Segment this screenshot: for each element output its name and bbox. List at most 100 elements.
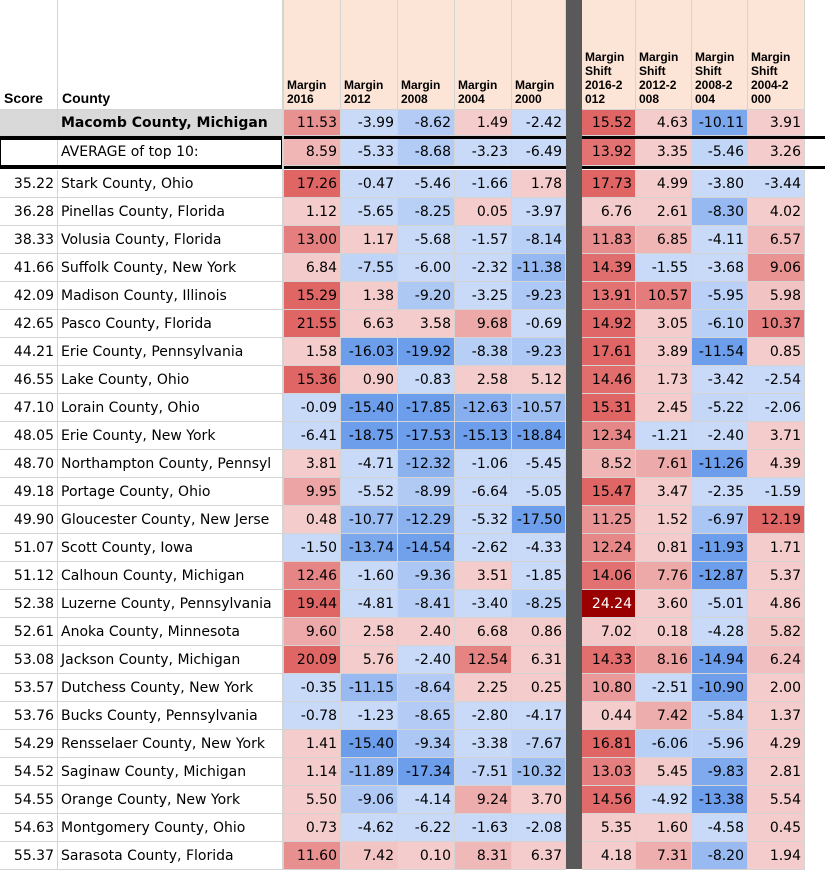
table-row-8-margin-4[interactable]: -10.57 (512, 394, 566, 422)
table-row-7-score[interactable]: 46.55 (0, 366, 58, 394)
table-row-0-shift-3[interactable]: -3.44 (748, 170, 805, 198)
table-row-9-margin-3[interactable]: -15.13 (455, 422, 512, 450)
table-row-19-margin-0[interactable]: -0.78 (284, 702, 341, 730)
table-row-18-margin-0[interactable]: -0.35 (284, 674, 341, 702)
table-row-18-margin-4[interactable]: 0.25 (512, 674, 566, 702)
table-row-23-shift-0[interactable]: 5.35 (582, 814, 636, 842)
average-row-margin-2[interactable]: -8.68 (398, 139, 455, 166)
table-row-5-score[interactable]: 42.65 (0, 310, 58, 338)
table-row-9-margin-4[interactable]: -18.84 (512, 422, 566, 450)
table-row-4-shift-0[interactable]: 13.91 (582, 282, 636, 310)
table-row-5-shift-3[interactable]: 10.37 (748, 310, 805, 338)
table-row-3-margin-4[interactable]: -11.38 (512, 254, 566, 282)
highlight-row-shift-1[interactable]: 4.63 (636, 110, 692, 136)
table-row-19-shift-2[interactable]: -5.84 (692, 702, 748, 730)
table-row-23-margin-1[interactable]: -4.62 (341, 814, 398, 842)
table-row-23-margin-0[interactable]: 0.73 (284, 814, 341, 842)
table-row-4-shift-2[interactable]: -5.95 (692, 282, 748, 310)
highlight-row-shift-0[interactable]: 15.52 (582, 110, 636, 136)
table-row-21-shift-3[interactable]: 2.81 (748, 758, 805, 786)
table-row-10-county[interactable]: Northampton County, Pennsyl (58, 450, 284, 478)
table-row-22-margin-3[interactable]: 9.24 (455, 786, 512, 814)
table-row-3-margin-2[interactable]: -6.00 (398, 254, 455, 282)
table-row-15-shift-3[interactable]: 4.86 (748, 590, 805, 618)
table-row-0-margin-1[interactable]: -0.47 (341, 170, 398, 198)
table-row-3-shift-1[interactable]: -1.55 (636, 254, 692, 282)
table-row-24-shift-0[interactable]: 4.18 (582, 842, 636, 870)
table-row-10-margin-3[interactable]: -1.06 (455, 450, 512, 478)
table-row-19-margin-3[interactable]: -2.80 (455, 702, 512, 730)
highlight-row-margin-4[interactable]: -2.42 (512, 110, 566, 136)
table-row-14-margin-2[interactable]: -9.36 (398, 562, 455, 590)
column-header-county[interactable]: County (58, 0, 284, 110)
table-row-10-shift-1[interactable]: 7.61 (636, 450, 692, 478)
table-row-5-county[interactable]: Pasco County, Florida (58, 310, 284, 338)
table-row-24-margin-4[interactable]: 6.37 (512, 842, 566, 870)
table-row-3-county[interactable]: Suffolk County, New York (58, 254, 284, 282)
table-row-7-margin-0[interactable]: 15.36 (284, 366, 341, 394)
table-row-8-margin-1[interactable]: -15.40 (341, 394, 398, 422)
table-row-8-shift-0[interactable]: 15.31 (582, 394, 636, 422)
column-header-margin-0[interactable]: Margin 2016 (284, 0, 341, 110)
table-row-2-margin-1[interactable]: 1.17 (341, 226, 398, 254)
table-row-19-margin-4[interactable]: -4.17 (512, 702, 566, 730)
table-row-3-shift-3[interactable]: 9.06 (748, 254, 805, 282)
table-row-13-margin-3[interactable]: -2.62 (455, 534, 512, 562)
table-row-21-margin-1[interactable]: -11.89 (341, 758, 398, 786)
table-row-11-county[interactable]: Portage County, Ohio (58, 478, 284, 506)
table-row-9-margin-0[interactable]: -6.41 (284, 422, 341, 450)
table-row-4-margin-2[interactable]: -9.20 (398, 282, 455, 310)
average-row-margin-0[interactable]: 8.59 (284, 139, 341, 166)
table-row-16-margin-0[interactable]: 9.60 (284, 618, 341, 646)
table-row-11-margin-0[interactable]: 9.95 (284, 478, 341, 506)
table-row-20-county[interactable]: Rensselaer County, New York (58, 730, 284, 758)
average-row-shift-3[interactable]: 3.26 (748, 139, 805, 166)
table-row-19-margin-1[interactable]: -1.23 (341, 702, 398, 730)
table-row-22-shift-0[interactable]: 14.56 (582, 786, 636, 814)
table-row-13-shift-0[interactable]: 12.24 (582, 534, 636, 562)
table-row-16-shift-0[interactable]: 7.02 (582, 618, 636, 646)
table-row-7-margin-1[interactable]: 0.90 (341, 366, 398, 394)
table-row-20-margin-1[interactable]: -15.40 (341, 730, 398, 758)
table-row-23-margin-3[interactable]: -1.63 (455, 814, 512, 842)
table-row-3-shift-0[interactable]: 14.39 (582, 254, 636, 282)
table-row-6-shift-2[interactable]: -11.54 (692, 338, 748, 366)
table-row-2-score[interactable]: 38.33 (0, 226, 58, 254)
table-row-13-county[interactable]: Scott County, Iowa (58, 534, 284, 562)
table-row-24-margin-0[interactable]: 11.60 (284, 842, 341, 870)
highlight-row-margin-0[interactable]: 11.53 (284, 110, 341, 136)
table-row-11-shift-2[interactable]: -2.35 (692, 478, 748, 506)
table-row-4-margin-1[interactable]: 1.38 (341, 282, 398, 310)
table-row-2-margin-3[interactable]: -1.57 (455, 226, 512, 254)
table-row-10-shift-0[interactable]: 8.52 (582, 450, 636, 478)
column-header-shift-0[interactable]: Margin Shift 2016-2 012 (582, 0, 636, 110)
table-row-22-margin-4[interactable]: 3.70 (512, 786, 566, 814)
table-row-18-shift-2[interactable]: -10.90 (692, 674, 748, 702)
table-row-9-margin-2[interactable]: -17.53 (398, 422, 455, 450)
table-row-7-shift-0[interactable]: 14.46 (582, 366, 636, 394)
column-header-margin-2[interactable]: Margin 2008 (398, 0, 455, 110)
table-row-0-margin-3[interactable]: -1.66 (455, 170, 512, 198)
table-row-15-shift-1[interactable]: 3.60 (636, 590, 692, 618)
table-row-0-shift-0[interactable]: 17.73 (582, 170, 636, 198)
table-row-4-county[interactable]: Madison County, Illinois (58, 282, 284, 310)
table-row-9-county[interactable]: Erie County, New York (58, 422, 284, 450)
table-row-2-shift-2[interactable]: -4.11 (692, 226, 748, 254)
table-row-16-score[interactable]: 52.61 (0, 618, 58, 646)
table-row-14-margin-3[interactable]: 3.51 (455, 562, 512, 590)
table-row-14-margin-1[interactable]: -1.60 (341, 562, 398, 590)
table-row-20-margin-3[interactable]: -3.38 (455, 730, 512, 758)
average-row-margin-1[interactable]: -5.33 (341, 139, 398, 166)
table-row-13-score[interactable]: 51.07 (0, 534, 58, 562)
table-row-8-margin-2[interactable]: -17.85 (398, 394, 455, 422)
table-row-17-margin-0[interactable]: 20.09 (284, 646, 341, 674)
table-row-10-margin-4[interactable]: -5.45 (512, 450, 566, 478)
table-row-6-shift-0[interactable]: 17.61 (582, 338, 636, 366)
table-row-22-margin-2[interactable]: -4.14 (398, 786, 455, 814)
table-row-8-margin-3[interactable]: -12.63 (455, 394, 512, 422)
table-row-12-shift-3[interactable]: 12.19 (748, 506, 805, 534)
table-row-23-margin-2[interactable]: -6.22 (398, 814, 455, 842)
table-row-22-shift-3[interactable]: 5.54 (748, 786, 805, 814)
table-row-16-margin-3[interactable]: 6.68 (455, 618, 512, 646)
table-row-10-shift-3[interactable]: 4.39 (748, 450, 805, 478)
